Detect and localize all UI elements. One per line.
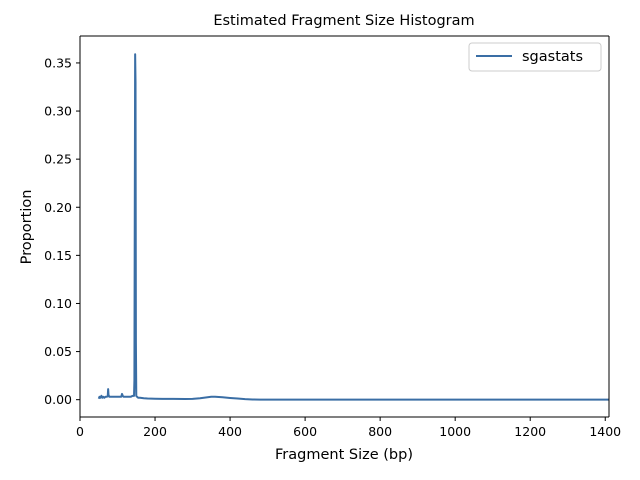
y-tick-label: 0.00 (44, 392, 72, 407)
legend: sgastats (468, 42, 602, 72)
x-tick-label: 800 (368, 424, 392, 439)
y-tick-label: 0.15 (44, 248, 72, 263)
y-axis-label: Proportion (19, 190, 35, 265)
y-tick-label: 0.25 (44, 152, 72, 167)
series-layer (97, 53, 609, 401)
y-tick-label: 0.35 (44, 55, 72, 70)
x-tick-label: 400 (218, 424, 242, 439)
legend-entry-label: sgastats (522, 49, 583, 65)
y-tick-label: 0.10 (44, 296, 72, 311)
y-tick-label: 0.05 (44, 344, 72, 359)
x-axis-label: Fragment Size (bp) (275, 447, 413, 463)
plot-area (80, 36, 609, 417)
y-tick-label: 0.30 (44, 104, 72, 119)
x-tick-label: 1200 (514, 424, 546, 439)
y-tick-label: 0.20 (44, 200, 72, 215)
series-line-sgastats (97, 53, 609, 401)
legend-box (468, 42, 602, 72)
chart-title: Estimated Fragment Size Histogram (213, 13, 474, 29)
y-axis-ticks: 0.00 0.05 0.10 0.15 0.20 0.25 0.30 0.35 (44, 55, 80, 407)
x-tick-label: 1400 (589, 424, 621, 439)
axes-frame (79, 35, 610, 418)
x-tick-label: 600 (293, 424, 317, 439)
x-axis-ticks: 0 200 400 600 800 1000 1200 1400 (76, 417, 621, 439)
x-tick-label: 1000 (439, 424, 471, 439)
x-tick-label: 200 (143, 424, 167, 439)
x-tick-label: 0 (76, 424, 84, 439)
